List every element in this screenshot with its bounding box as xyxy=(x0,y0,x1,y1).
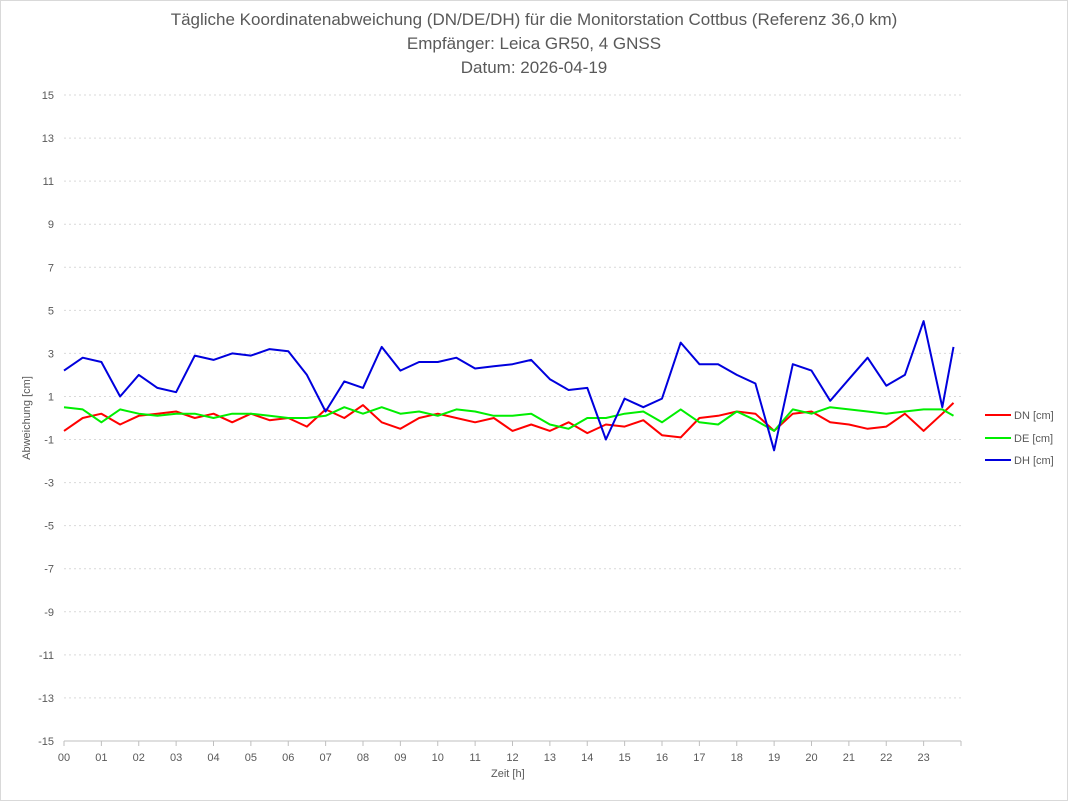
legend-item-de: DE [cm] xyxy=(985,433,1053,447)
y-tick-label: -13 xyxy=(38,693,54,705)
y-tick-label: -11 xyxy=(39,650,54,662)
legend-label-de: DE [cm] xyxy=(1014,433,1054,446)
legend-swatch-de xyxy=(985,437,1011,440)
x-tick-label: 10 xyxy=(432,752,444,764)
x-tick-label: 18 xyxy=(731,752,743,764)
x-tick-label: 14 xyxy=(581,752,593,764)
x-tick-label: 03 xyxy=(170,752,182,764)
chart-subtitle: Empfänger: Leica GR50, 4 GNSS xyxy=(406,34,662,53)
x-tick-label: 08 xyxy=(357,752,369,764)
y-tick-label: 5 xyxy=(48,305,54,317)
chart-date: Datum: 2026-04-19 xyxy=(460,58,608,77)
x-tick-label: 09 xyxy=(394,752,406,764)
x-tick-label: 20 xyxy=(805,752,817,764)
y-tick-label: 3 xyxy=(48,348,54,360)
x-tick-label: 05 xyxy=(245,752,257,764)
legend-swatch-dh xyxy=(985,459,1011,462)
x-tick-label: 04 xyxy=(207,752,219,764)
y-tick-label: 13 xyxy=(42,133,54,145)
series-line-de xyxy=(63,406,954,432)
y-tick-label: -1 xyxy=(44,435,54,447)
x-tick-label: 00 xyxy=(58,752,70,764)
x-tick-label: 19 xyxy=(768,752,780,764)
x-tick-label: 15 xyxy=(619,752,631,764)
x-tick-label: 13 xyxy=(544,752,556,764)
legend-label-dh: DH [cm] xyxy=(1014,455,1054,468)
y-tick-label: 11 xyxy=(43,176,54,188)
x-tick-label: 23 xyxy=(918,752,930,764)
legend-label-dn: DN [cm] xyxy=(1014,410,1054,423)
x-tick-label: 06 xyxy=(282,752,294,764)
y-tick-label: -3 xyxy=(44,478,54,490)
y-axis-title: Abweichung [cm] xyxy=(21,376,33,460)
legend-item-dn: DN [cm] xyxy=(985,410,1054,424)
series-line-dn xyxy=(63,402,955,439)
y-tick-label: 9 xyxy=(48,219,54,231)
y-tick-label: 1 xyxy=(48,391,54,403)
x-tick-label: 07 xyxy=(320,752,332,764)
x-tick-label: 22 xyxy=(880,752,892,764)
x-tick-label: 21 xyxy=(843,752,855,764)
legend-swatch-dn xyxy=(985,414,1011,417)
chart-title: Tägliche Koordinatenabweichung (DN/DE/DH… xyxy=(170,10,898,29)
x-tick-label: 02 xyxy=(133,752,145,764)
y-tick-label: -7 xyxy=(44,564,54,576)
x-tick-label: 11 xyxy=(469,752,480,764)
x-tick-label: 16 xyxy=(656,752,668,764)
y-tick-label: 15 xyxy=(42,90,54,102)
x-tick-label: 01 xyxy=(95,752,107,764)
x-tick-label: 12 xyxy=(506,752,518,764)
series-line-dh xyxy=(63,320,955,452)
y-tick-label: -9 xyxy=(44,607,54,619)
y-tick-label: 7 xyxy=(48,262,54,274)
y-tick-label: -5 xyxy=(44,521,54,533)
legend-item-dh: DH [cm] xyxy=(985,455,1054,469)
x-axis-title: Zeit [h] xyxy=(491,768,525,780)
x-tick-label: 17 xyxy=(693,752,705,764)
y-tick-label: -15 xyxy=(38,736,54,748)
